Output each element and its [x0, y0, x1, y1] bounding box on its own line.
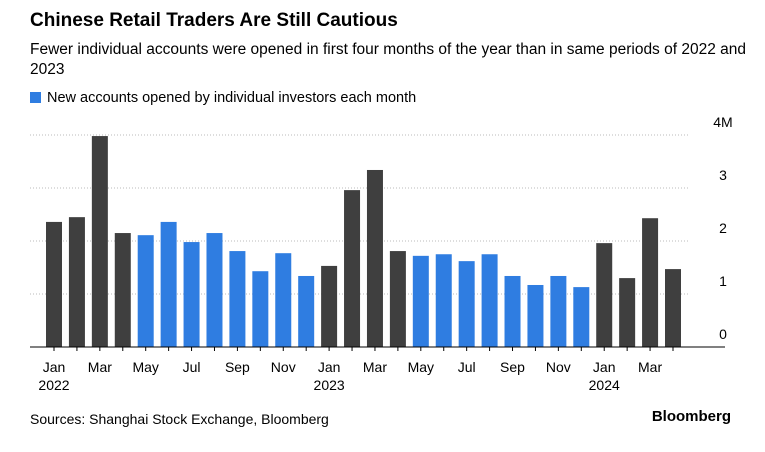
x-tick-label: Sep [225, 359, 250, 375]
bar [252, 271, 269, 347]
bar [229, 251, 246, 347]
x-tick-label: May [132, 359, 158, 375]
y-tick-label: 3 [719, 167, 727, 183]
bar [91, 136, 108, 347]
bar [412, 255, 429, 347]
x-tick-label: Sep [500, 359, 525, 375]
bar [504, 275, 521, 347]
bar [389, 251, 406, 347]
chart-title: Chinese Retail Traders Are Still Cautiou… [30, 10, 398, 31]
legend-label: New accounts opened by individual invest… [47, 90, 416, 106]
y-tick-label: 2 [719, 220, 727, 236]
bar [573, 287, 590, 347]
x-tick-label: May [408, 359, 434, 375]
x-year-label: 2024 [589, 377, 620, 393]
x-tick-label: Jan [43, 359, 66, 375]
legend-swatch [30, 92, 41, 103]
bar [366, 169, 383, 347]
bar [481, 254, 498, 347]
bar [275, 253, 292, 347]
bar [596, 243, 613, 347]
bar [344, 190, 361, 347]
x-tick-label: Jan [318, 359, 341, 375]
source: Sources: Shanghai Stock Exchange, Bloomb… [30, 411, 329, 427]
x-year-label: 2022 [38, 377, 69, 393]
bar [619, 278, 636, 347]
brand: Bloomberg [652, 408, 731, 425]
x-tick-label: Nov [271, 359, 296, 375]
bar [160, 221, 177, 347]
bar [298, 275, 315, 347]
x-tick-label: Jul [458, 359, 476, 375]
x-tick-label: Nov [546, 359, 571, 375]
x-tick-label: Mar [88, 359, 112, 375]
bar [68, 217, 85, 347]
x-tick-label: Jan [593, 359, 616, 375]
y-tick-label: 1 [719, 273, 727, 289]
bar [137, 235, 154, 347]
bar [458, 261, 475, 347]
y-tick-label: 4M [713, 114, 732, 130]
bar [321, 265, 338, 347]
bar [206, 233, 223, 347]
x-tick-label: Mar [363, 359, 387, 375]
bar [114, 233, 131, 347]
bar [183, 242, 200, 347]
x-tick-label: Mar [638, 359, 662, 375]
bar [46, 221, 62, 347]
bar [435, 254, 452, 347]
bar [642, 218, 659, 347]
x-tick-label: Jul [183, 359, 201, 375]
y-tick-label: 0 [719, 326, 727, 342]
bar [527, 284, 544, 347]
bar [550, 275, 567, 347]
bar [665, 269, 681, 347]
chart-subtitle: Fewer individual accounts were opened in… [30, 41, 746, 78]
x-year-label: 2023 [314, 377, 345, 393]
